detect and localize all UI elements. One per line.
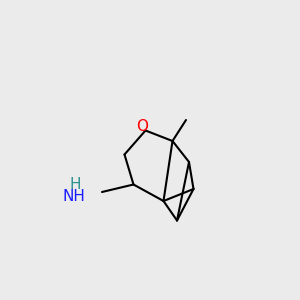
Text: O: O bbox=[136, 119, 148, 134]
Text: NH: NH bbox=[62, 189, 85, 204]
Text: H: H bbox=[69, 177, 81, 192]
